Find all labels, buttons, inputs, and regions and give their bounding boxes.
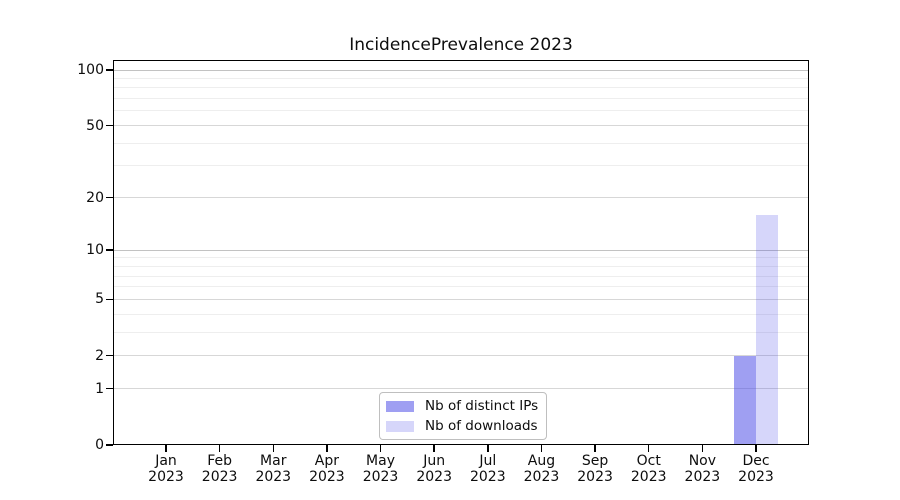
minor-gridline (113, 331, 809, 333)
x-axis-tick (487, 445, 489, 452)
x-axis-tick-label: Nov 2023 (685, 453, 721, 485)
y-axis-tick-label: 20 (86, 189, 104, 206)
x-label-month: Sep (581, 453, 609, 469)
major-gridline (113, 388, 809, 390)
x-label-month: Nov (688, 453, 717, 469)
major-gridline (113, 125, 809, 127)
x-axis-tick-label: Dec 2023 (738, 453, 774, 485)
major-gridline (113, 298, 809, 300)
legend-label-downloads: Nb of downloads (425, 418, 538, 434)
major-gridline (113, 249, 809, 251)
y-axis-tick (106, 444, 113, 446)
x-label-month: Jan (155, 453, 177, 469)
x-label-month: May (366, 453, 396, 469)
y-axis-tick (106, 298, 113, 301)
y-axis-tick-label: 100 (77, 62, 104, 78)
plot-area (113, 60, 809, 445)
x-axis-tick (755, 445, 757, 452)
x-label-year: 2023 (309, 469, 345, 485)
chart-title: IncidencePrevalence 2023 (349, 35, 573, 55)
x-axis-tick-label: Sep 2023 (577, 453, 613, 485)
minor-gridline (113, 286, 809, 288)
major-gridline (113, 355, 809, 357)
x-axis-tick-label: Jun 2023 (416, 453, 452, 485)
y-axis-tick-label: 1 (95, 380, 104, 397)
x-label-year: 2023 (630, 469, 667, 485)
x-axis-tick-label: May 2023 (363, 453, 399, 485)
x-axis-tick (540, 445, 543, 452)
x-label-month: Jun (423, 453, 446, 469)
major-gridline (113, 69, 809, 71)
y-axis-tick (106, 69, 113, 71)
y-axis-tick (106, 124, 113, 127)
y-axis-tick-label: 5 (95, 291, 104, 308)
x-axis-tick (594, 445, 596, 452)
minor-gridline (113, 165, 809, 167)
x-label-month: Apr (314, 453, 340, 469)
x-label-year: 2023 (148, 469, 184, 485)
x-axis-tick (218, 445, 221, 452)
bar-distinct-ips (734, 355, 756, 445)
x-label-year: 2023 (469, 469, 506, 485)
x-label-month: Mar (260, 453, 287, 469)
x-label-year: 2023 (362, 469, 399, 485)
minor-gridline (113, 265, 809, 267)
legend-item-downloads: Nb of downloads (386, 418, 538, 434)
y-axis-tick (106, 196, 113, 199)
y-axis-tick-label: 50 (86, 117, 104, 134)
x-axis-tick-label: Mar 2023 (255, 453, 291, 485)
x-label-month: Oct (636, 453, 661, 469)
x-axis-tick-label: Apr 2023 (309, 453, 345, 485)
x-label-year: 2023 (684, 469, 721, 485)
x-label-year: 2023 (577, 469, 613, 485)
legend-label-distinct-ips: Nb of distinct IPs (425, 398, 539, 414)
x-label-year: 2023 (255, 469, 292, 485)
bar-downloads (756, 214, 778, 445)
x-axis-tick (272, 445, 275, 452)
x-axis-tick (433, 445, 435, 452)
legend-swatch-downloads (386, 420, 414, 432)
x-axis-tick-label: Aug 2023 (524, 453, 560, 485)
minor-gridline (113, 110, 809, 112)
minor-gridline (113, 257, 809, 259)
x-axis-tick-label: Jul 2023 (470, 453, 506, 485)
x-axis-tick (165, 445, 167, 452)
y-axis-tick-label: 2 (95, 347, 104, 364)
x-label-month: Aug (527, 453, 556, 469)
x-label-month: Feb (207, 453, 233, 469)
legend: Nb of distinct IPs Nb of downloads (379, 392, 548, 440)
x-axis-tick-label: Jan 2023 (148, 453, 184, 485)
x-axis-tick (326, 445, 328, 452)
x-axis-tick (379, 445, 382, 452)
x-axis-tick-label: Feb 2023 (202, 453, 238, 485)
x-axis-tick (701, 445, 704, 452)
major-gridline (113, 197, 809, 199)
minor-gridline (113, 142, 809, 144)
y-axis-tick-label: 10 (86, 242, 104, 259)
minor-gridline (113, 275, 809, 277)
y-axis-tick (106, 249, 113, 251)
minor-gridline (113, 77, 809, 79)
y-axis-tick (106, 354, 113, 357)
minor-gridline (113, 98, 809, 100)
x-label-year: 2023 (738, 469, 774, 485)
x-label-year: 2023 (523, 469, 560, 485)
minor-gridline (113, 87, 809, 89)
x-axis-tick-label: Oct 2023 (631, 453, 667, 485)
x-label-year: 2023 (201, 469, 238, 485)
legend-item-distinct-ips: Nb of distinct IPs (386, 398, 538, 414)
x-axis-tick (647, 445, 650, 452)
minor-gridline (113, 313, 809, 315)
y-axis-tick (106, 387, 113, 390)
x-label-month: Dec (742, 453, 770, 469)
x-label-year: 2023 (416, 469, 452, 485)
x-label-month: Jul (479, 453, 497, 469)
y-axis-tick-label: 0 (95, 437, 104, 453)
legend-swatch-distinct-ips (386, 400, 414, 412)
